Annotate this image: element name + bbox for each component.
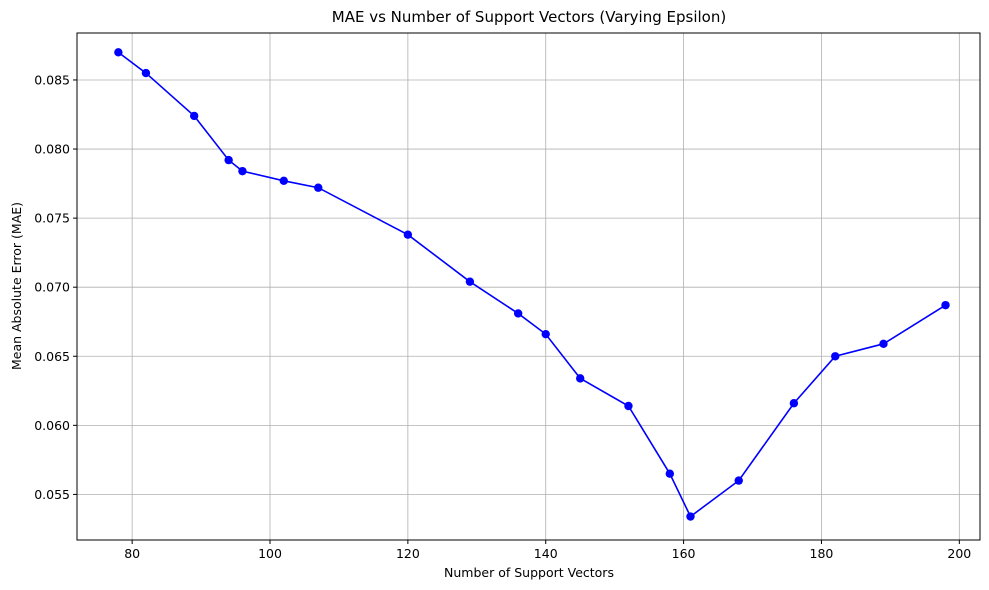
y-tick-label: 0.075 — [34, 211, 70, 226]
y-tick-label: 0.080 — [34, 142, 70, 157]
plot-area — [76, 32, 981, 541]
data-point — [189, 111, 199, 121]
data-point — [141, 68, 151, 78]
y-axis-label: Mean Absolute Error (MAE) — [9, 202, 24, 370]
chart-title: MAE vs Number of Support Vectors (Varyin… — [332, 8, 726, 26]
x-axis-label: Number of Support Vectors — [444, 565, 614, 580]
x-tick-label: 180 — [810, 546, 834, 561]
data-point — [686, 512, 695, 521]
data-point — [624, 401, 633, 411]
x-tick-label: 120 — [396, 546, 420, 561]
series-line — [114, 48, 950, 521]
data-point — [831, 352, 840, 361]
data-point — [279, 176, 288, 186]
data-point — [403, 230, 413, 239]
data-point — [224, 155, 233, 165]
x-tick-label: 80 — [124, 546, 140, 561]
x-axis: 80 100 120 140 160 180 200 — [124, 540, 971, 561]
x-tick-label: 100 — [258, 546, 282, 561]
data-point — [575, 374, 585, 383]
grid — [77, 33, 980, 540]
data-point — [114, 48, 123, 57]
x-tick-label: 200 — [947, 546, 971, 561]
data-point — [314, 183, 323, 192]
data-point — [734, 476, 743, 485]
data-point — [879, 339, 888, 349]
y-tick-label: 0.070 — [34, 280, 70, 295]
y-tick-label: 0.065 — [34, 349, 70, 364]
data-point — [789, 399, 799, 408]
data-point — [238, 166, 247, 176]
y-axis: 0.055 0.060 0.065 0.070 0.075 0.080 0.085 — [34, 72, 77, 502]
data-point — [465, 277, 475, 286]
y-tick-label: 0.055 — [34, 487, 70, 502]
data-point — [941, 300, 950, 310]
x-tick-label: 140 — [534, 546, 558, 561]
data-point — [513, 309, 523, 318]
y-tick-label: 0.085 — [34, 72, 70, 87]
x-tick-label: 160 — [672, 546, 696, 561]
y-tick-label: 0.060 — [34, 418, 70, 433]
data-point — [665, 469, 675, 478]
data-point — [541, 329, 550, 339]
